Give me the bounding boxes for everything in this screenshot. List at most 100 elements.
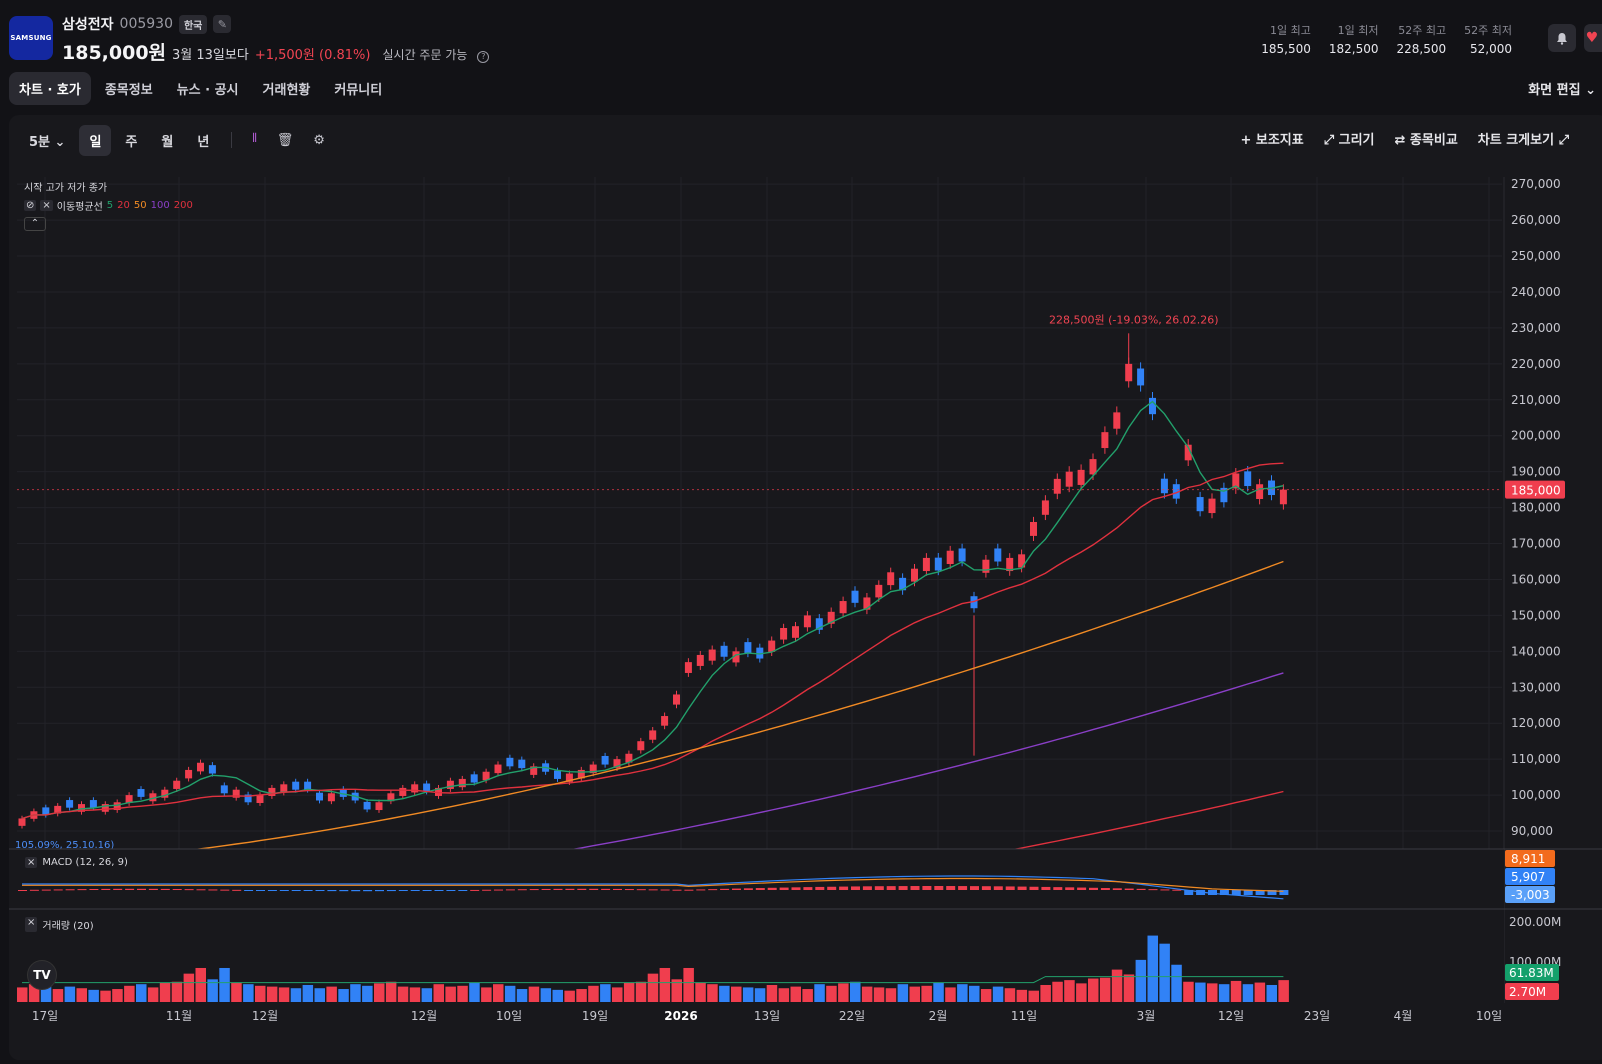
screen-edit-button[interactable]: 화면 편집 ⌄ <box>1528 83 1596 98</box>
candle <box>982 559 990 573</box>
tab-news[interactable]: 뉴스 · 공시 <box>176 83 239 98</box>
candle <box>649 730 657 740</box>
bell-icon[interactable] <box>1548 24 1576 52</box>
draw-button[interactable]: ⤢ 그리기 <box>1323 133 1375 148</box>
time-tick-label: 2월 <box>929 1009 948 1023</box>
period-week[interactable]: 주 <box>125 134 138 150</box>
volume-bar <box>909 986 920 1002</box>
volume-bar <box>338 989 349 1002</box>
period-month[interactable]: 월 <box>161 134 174 150</box>
main-tabs: 차트 · 호가 종목정보 뉴스 · 공시 거래현황 커뮤니티 <box>9 72 392 105</box>
macd-histogram-bar <box>77 889 87 891</box>
close-icon[interactable]: × <box>25 917 38 932</box>
collapse-legend-button[interactable]: ⌃ <box>24 217 46 231</box>
period-day[interactable]: 일 <box>79 124 112 156</box>
candle <box>922 557 930 572</box>
volume-bar <box>40 985 52 1002</box>
candle <box>756 647 764 659</box>
tab-chart[interactable]: 차트 · 호가 <box>9 72 91 105</box>
candle <box>815 618 823 630</box>
volume-bar <box>564 990 575 1002</box>
ohlc-legend: 시작 고가 저가 종가 <box>24 183 108 194</box>
macd-histogram-bar <box>101 888 111 890</box>
close-icon[interactable]: × <box>25 857 38 868</box>
candle <box>875 584 883 598</box>
candle <box>565 773 573 782</box>
macd-histogram-bar <box>708 889 718 891</box>
ma-label: 이동평균선 <box>56 202 103 213</box>
price-tick-label: 210,000 <box>1511 393 1561 407</box>
heart-icon[interactable]: ♥ <box>1584 24 1602 52</box>
candle <box>1232 473 1240 489</box>
macd-histogram-bar <box>815 886 825 890</box>
price-tick-label: 100,000 <box>1511 788 1561 802</box>
close-icon[interactable]: × <box>40 200 53 211</box>
help-icon[interactable]: ? <box>477 51 490 63</box>
tab-trading[interactable]: 거래현황 <box>262 83 311 98</box>
macd-histogram-bar <box>886 886 896 890</box>
eye-off-icon[interactable]: ⊘ <box>24 200 37 211</box>
candle <box>1137 368 1145 386</box>
time-tick-label: 12월 <box>252 1009 278 1023</box>
period-year[interactable]: 년 <box>197 134 210 150</box>
price-tick-label: 230,000 <box>1511 321 1561 335</box>
macd-histogram-bar <box>18 890 27 891</box>
candle <box>339 789 347 797</box>
macd-histogram-bar <box>1231 890 1241 895</box>
volume-bar <box>219 967 230 1002</box>
macd-histogram-bar <box>505 889 515 891</box>
candle <box>375 802 383 811</box>
macd-histogram-bar <box>1184 890 1194 895</box>
fullscreen-button[interactable]: 차트 크게보기 ⤢ <box>1477 133 1569 148</box>
gear-icon[interactable]: ⚙ <box>313 132 325 148</box>
current-price-label: 185,000 <box>1511 484 1561 498</box>
macd-histogram-bar <box>1017 886 1027 890</box>
volume-bar <box>1135 959 1147 1002</box>
time-tick-label: 22일 <box>839 1009 865 1023</box>
candle-type-icon[interactable]: 𝍪 <box>252 131 257 146</box>
volume-bar <box>112 989 123 1002</box>
tab-stock-info[interactable]: 종목정보 <box>104 83 153 98</box>
trash-icon[interactable]: 🗑 <box>276 132 294 148</box>
candle <box>446 780 454 789</box>
price-chart[interactable]: 270,000 260,000 250,000 240,000 230,000 220,0… <box>9 115 1602 1060</box>
candle <box>934 557 942 571</box>
macd-histogram-bar <box>184 889 194 891</box>
time-tick-label: 13일 <box>754 1009 780 1023</box>
macd-histogram-bar <box>172 889 182 891</box>
volume-bar <box>1254 982 1266 1002</box>
candle <box>1041 500 1049 515</box>
volume-ma-line <box>22 976 1284 984</box>
macd-histogram-bar <box>1148 889 1158 891</box>
price-tick-label: 260,000 <box>1511 213 1561 227</box>
volume-bar <box>802 989 813 1002</box>
volume-bar <box>897 984 909 1002</box>
macd-histogram-bar <box>327 890 337 892</box>
tradingview-logo[interactable]: TV <box>27 960 57 990</box>
candle <box>304 781 312 790</box>
compare-button[interactable]: ⇄ 종목비교 <box>1394 133 1458 148</box>
macd-histogram-bar <box>565 888 575 890</box>
tab-community[interactable]: 커뮤니티 <box>334 83 383 98</box>
macd-value-label: 8,911 <box>1511 852 1545 866</box>
candle <box>244 794 252 803</box>
macd-histogram-bar <box>839 886 849 890</box>
volume-bar <box>719 985 730 1002</box>
volume-bar <box>362 985 373 1002</box>
stat-52w-high: 52주 최고 228,500 <box>1396 24 1447 56</box>
interval-select[interactable]: 5분 ⌄ <box>29 134 66 150</box>
volume-value-label: 2.70M <box>1509 985 1546 999</box>
candle <box>506 757 514 767</box>
candle <box>720 645 728 657</box>
candle <box>863 597 871 610</box>
volume-bar <box>1159 943 1170 1002</box>
candle <box>554 770 561 779</box>
candle <box>625 753 633 763</box>
pencil-icon[interactable]: ✎ <box>213 15 232 33</box>
macd-histogram-bar <box>993 886 1003 890</box>
volume-bar <box>576 989 587 1002</box>
candle <box>423 783 431 792</box>
indicator-button[interactable]: + 보조지표 <box>1240 133 1304 148</box>
macd-histogram-bar <box>589 888 599 890</box>
macd-histogram-bar <box>458 890 468 891</box>
